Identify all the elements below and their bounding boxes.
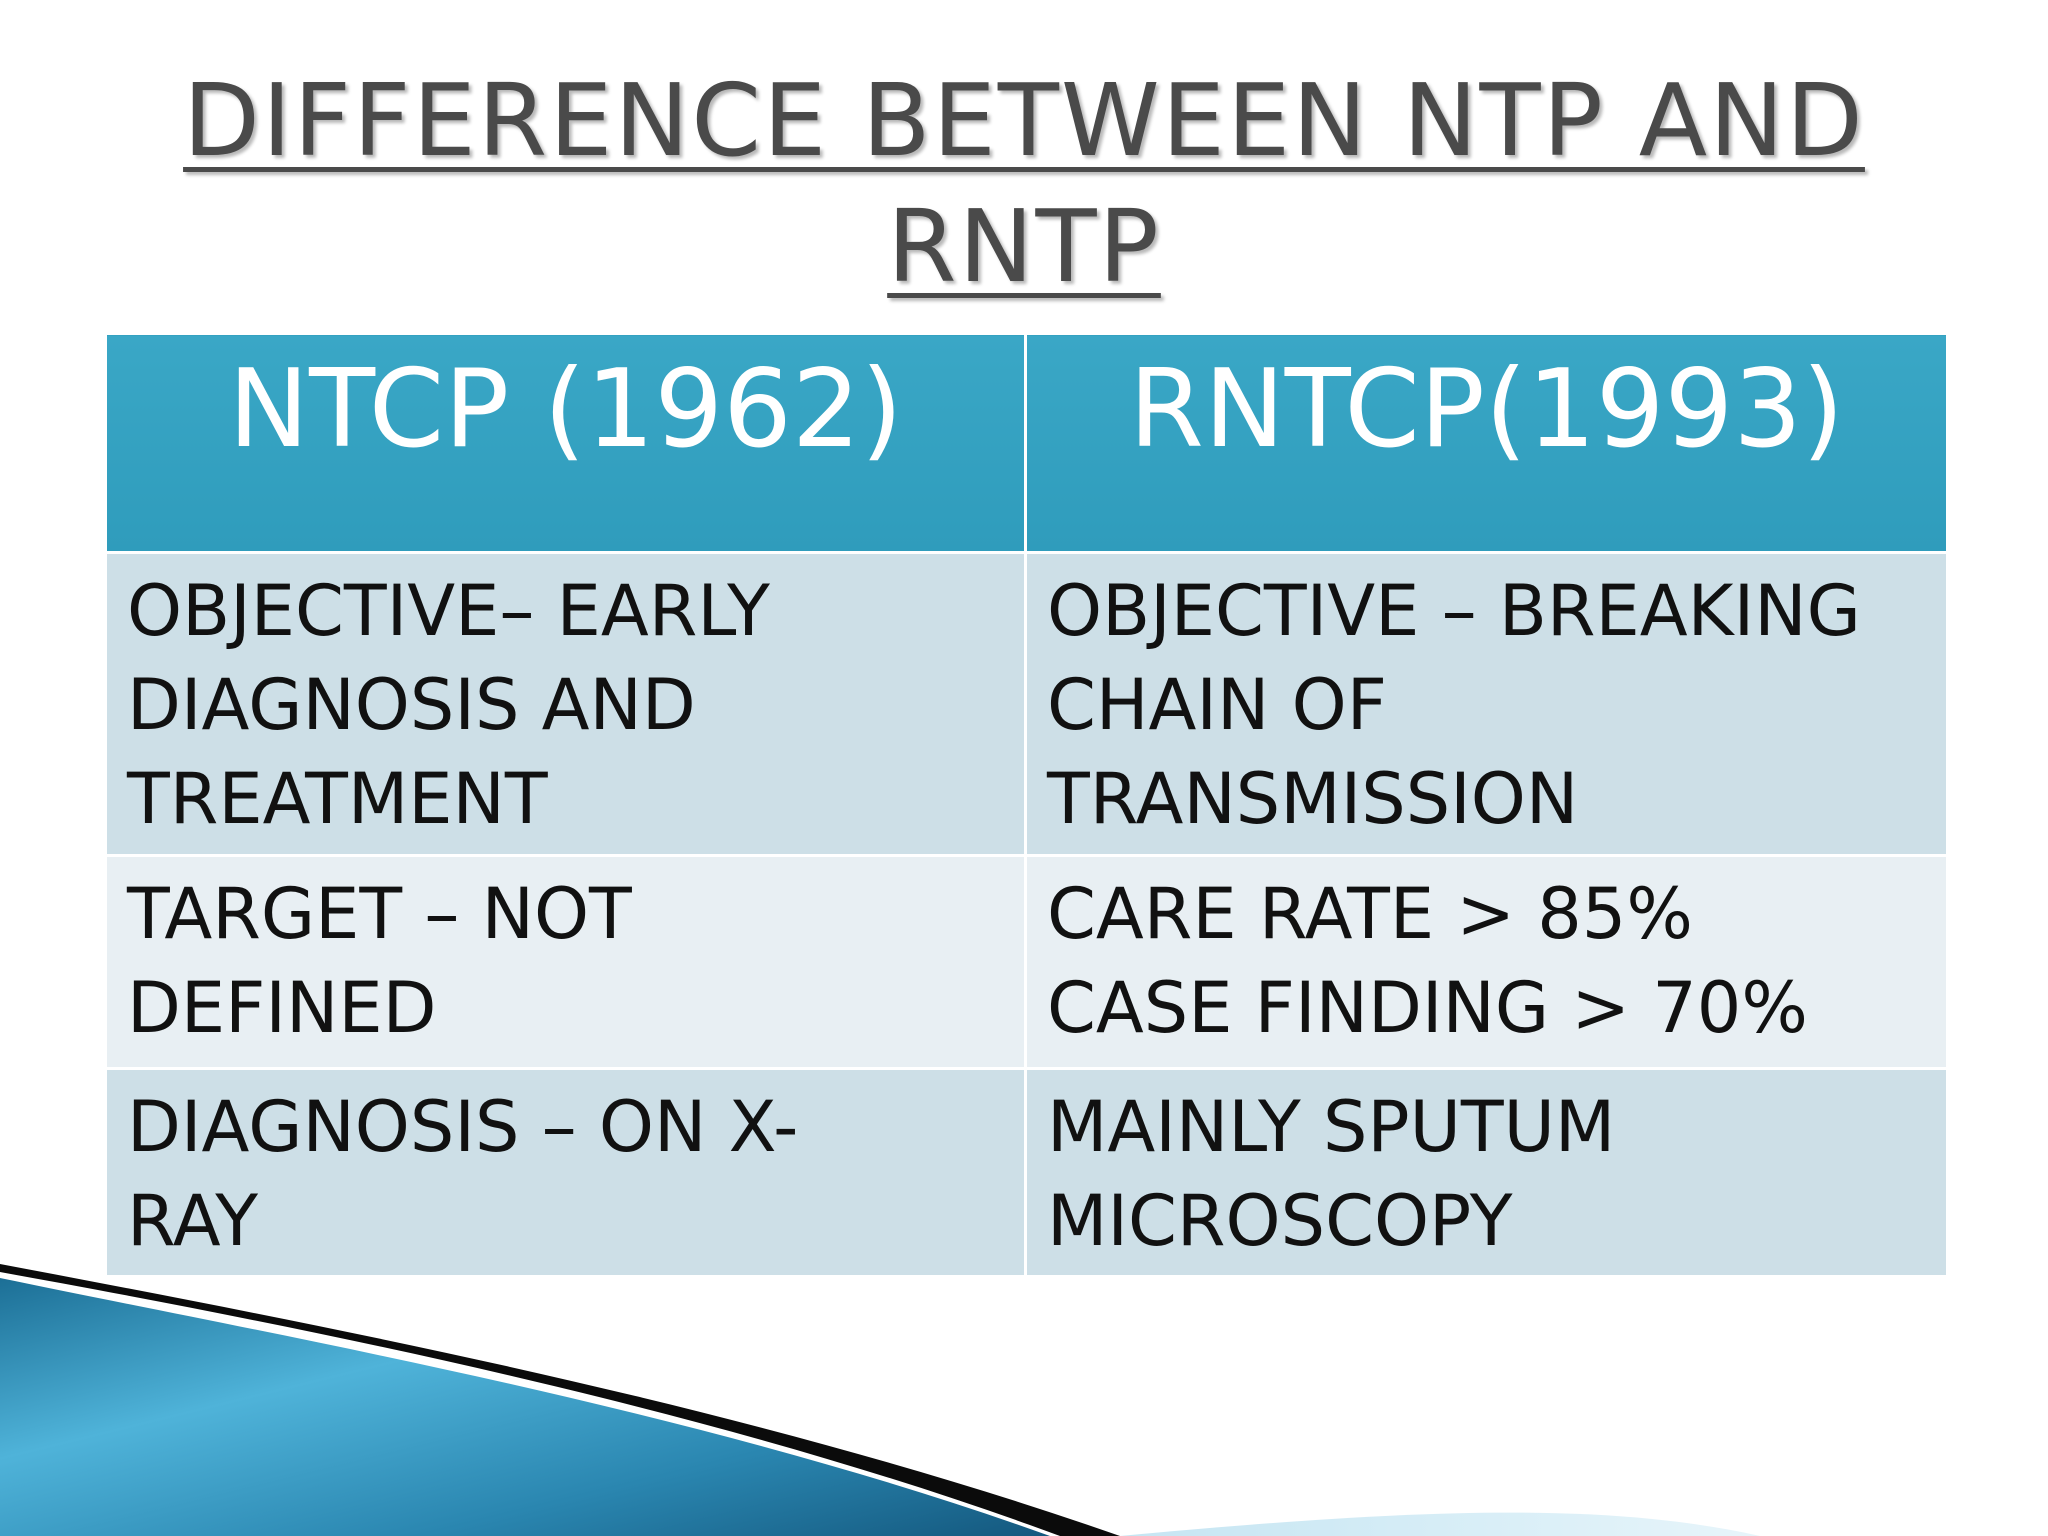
swoosh-blue-shape [0,1278,1050,1536]
cell-rntcp-target: CARE RATE > 85% CASE FINDING > 70% [1024,854,1949,1070]
cell-rntcp-objective: OBJECTIVE – BREAKING CHAIN OF TRANSMISSI… [1024,551,1949,857]
title-line-2: RNTP [887,188,1161,305]
cell-ntcp-objective: OBJECTIVE– EARLY DIAGNOSIS AND TREATMENT [104,551,1027,857]
swoosh-light-shape [1120,1512,1760,1536]
swoosh-black-stroke [0,1264,1120,1536]
header-ntcp: NTCP (1962) [104,332,1027,554]
title-line-1: DIFFERENCE BETWEEN NTP AND [183,62,1865,179]
cell-ntcp-diagnosis: DIAGNOSIS – ON X- RAY [104,1067,1027,1278]
cell-ntcp-target: TARGET – NOT DEFINED [104,854,1027,1070]
table-row-diagnosis: DIAGNOSIS – ON X- RAY MAINLY SPUTUM MICR… [104,1067,1949,1278]
header-rntcp: RNTCP(1993) [1024,332,1949,554]
table-row-objective: OBJECTIVE– EARLY DIAGNOSIS AND TREATMENT… [104,551,1949,857]
table-header-row: NTCP (1962) RNTCP(1993) [104,332,1949,554]
cell-rntcp-diagnosis: MAINLY SPUTUM MICROSCOPY [1024,1067,1949,1278]
comparison-table: NTCP (1962) RNTCP(1993) OBJECTIVE– EARLY… [104,332,1949,1278]
table-row-target: TARGET – NOT DEFINED CARE RATE > 85% CAS… [104,854,1949,1070]
decorative-swoosh [0,1264,1760,1536]
slide-title: DIFFERENCE BETWEEN NTP AND RNTP [0,58,2048,310]
